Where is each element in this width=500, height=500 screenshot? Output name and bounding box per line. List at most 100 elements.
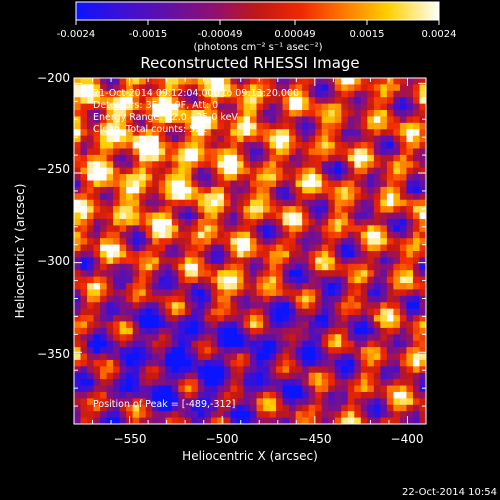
heatmap-cell (250, 142, 257, 149)
heatmap-cell (386, 84, 394, 92)
x-tick-label: −450 (299, 432, 332, 446)
heatmap-cell (295, 263, 303, 271)
heatmap-cell (126, 135, 134, 143)
heatmap-cell (360, 263, 368, 271)
heatmap-cell (197, 231, 205, 239)
heatmap-cell (250, 231, 257, 239)
heatmap-cell (282, 308, 290, 316)
heatmap-cell (354, 359, 362, 367)
heatmap-cell (217, 366, 225, 374)
heatmap-cell (315, 161, 323, 169)
heatmap-cell (276, 90, 283, 98)
heatmap-cell (191, 110, 199, 117)
heatmap-cell (132, 122, 140, 130)
heatmap-cell (321, 142, 329, 149)
heatmap-cell (93, 186, 101, 194)
heatmap-cell (341, 302, 349, 310)
heatmap-cell (132, 193, 140, 201)
heatmap-cell (321, 276, 329, 284)
heatmap-cell (295, 391, 303, 399)
heatmap-cell (223, 347, 231, 354)
heatmap-cell (256, 116, 264, 124)
heatmap-cell (399, 180, 407, 188)
heatmap-cell (145, 251, 153, 258)
heatmap-cell (412, 135, 420, 143)
heatmap-cell (178, 276, 186, 284)
heatmap-cell (223, 379, 231, 386)
heatmap-cell (204, 167, 212, 175)
heatmap-cell (380, 212, 388, 220)
heatmap-cell (269, 347, 277, 354)
heatmap-cell (217, 180, 225, 188)
heatmap-cell (263, 78, 270, 85)
heatmap-cell (276, 385, 283, 393)
heatmap-cell (74, 244, 81, 252)
heatmap-cell (100, 257, 107, 265)
heatmap-cell (419, 167, 426, 175)
heatmap-cell (217, 404, 225, 412)
heatmap-cell (419, 372, 426, 380)
heatmap-cell (386, 103, 394, 111)
heatmap-cell (204, 340, 212, 348)
heatmap-cell (328, 404, 336, 412)
heatmap-cell (178, 135, 186, 143)
heatmap-cell (367, 257, 375, 265)
heatmap-cell (334, 334, 342, 342)
heatmap-cell (289, 417, 297, 424)
y-tick-label: −300 (37, 254, 70, 268)
heatmap-cell (367, 186, 375, 194)
heatmap-cell (145, 340, 153, 348)
heatmap-cell (158, 276, 166, 284)
heatmap-cell (165, 161, 173, 169)
heatmap-cell (178, 78, 186, 85)
heatmap-cell (360, 327, 368, 335)
heatmap-cell (223, 334, 231, 342)
heatmap-cell (321, 372, 329, 380)
heatmap-cell (217, 359, 225, 367)
heatmap-cell (282, 167, 290, 175)
heatmap-cell (295, 116, 303, 124)
heatmap-cell (236, 212, 244, 220)
heatmap-cell (399, 103, 407, 111)
heatmap-cell (210, 116, 218, 124)
heatmap-cell (113, 110, 121, 117)
heatmap-cell (204, 142, 212, 149)
heatmap-cell (171, 263, 179, 271)
heatmap-cell (223, 283, 231, 290)
heatmap-cell (80, 283, 88, 290)
heatmap-cell (308, 78, 316, 85)
heatmap-cell (308, 359, 316, 367)
heatmap-cell (295, 295, 303, 303)
heatmap-cell (380, 206, 388, 213)
heatmap-cell (119, 142, 127, 149)
heatmap-cell (197, 411, 205, 418)
heatmap-cell (419, 353, 426, 361)
heatmap-cell (256, 148, 264, 156)
heatmap-cell (373, 302, 381, 310)
heatmap-cell (100, 186, 107, 194)
heatmap-cell (315, 327, 323, 335)
heatmap-cell (321, 385, 329, 393)
heatmap-cell (334, 225, 342, 233)
heatmap-cell (223, 129, 231, 137)
heatmap-cell (295, 231, 303, 239)
heatmap-cell (223, 321, 231, 329)
heatmap-cell (119, 276, 127, 284)
heatmap-cell (341, 321, 349, 329)
heatmap-cell (380, 135, 388, 143)
heatmap-cell (380, 283, 388, 290)
heatmap-cell (126, 263, 134, 271)
heatmap-cell (367, 199, 375, 207)
heatmap-cell (256, 315, 264, 322)
heatmap-cell (393, 90, 401, 98)
heatmap-cell (406, 404, 414, 412)
heatmap-cell (269, 122, 277, 130)
heatmap-cell (289, 135, 297, 143)
heatmap-cell (269, 167, 277, 175)
heatmap-cell (276, 340, 283, 348)
plot-frame (73, 77, 427, 425)
heatmap-cell (347, 231, 355, 239)
heatmap-cell (223, 353, 231, 361)
heatmap-cell (412, 257, 420, 265)
heatmap-cell (263, 244, 270, 252)
